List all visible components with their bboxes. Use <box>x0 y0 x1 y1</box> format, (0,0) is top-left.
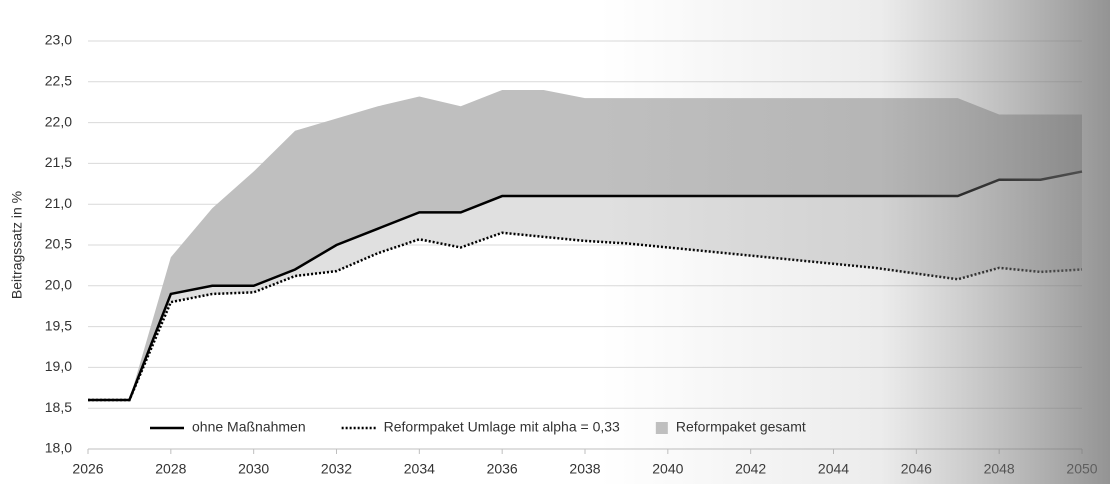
y-tick-label: 21,5 <box>45 154 72 170</box>
x-tick-label: 2042 <box>735 461 766 477</box>
x-tick-label: 2046 <box>901 461 932 477</box>
y-tick-label: 21,0 <box>45 195 72 211</box>
y-tick-label: 22,5 <box>45 73 72 89</box>
x-tick-label: 2036 <box>487 461 518 477</box>
y-tick-label: 23,0 <box>45 32 72 48</box>
x-tick-label: 2038 <box>569 461 600 477</box>
x-tick-label: 2032 <box>321 461 352 477</box>
y-tick-label: 22,0 <box>45 113 72 129</box>
y-tick-label: 20,0 <box>45 277 72 293</box>
y-tick-label: 19,5 <box>45 317 72 333</box>
x-tick-label: 2026 <box>72 461 103 477</box>
plot-area: 18,0 18,5 19,0 19,5 20,0 20,5 21,0 21,5 22,0 22,5… <box>45 32 1098 477</box>
x-tick-label: 2048 <box>984 461 1015 477</box>
legend-label: Reformpaket Umlage mit alpha = 0,33 <box>384 419 620 435</box>
y-tick-label: 18,5 <box>45 399 72 415</box>
x-tick-label: 2028 <box>155 461 186 477</box>
legend-swatch <box>655 422 668 434</box>
y-axis-title: Beitragssatz in % <box>9 191 25 299</box>
legend-label: Reformpaket gesamt <box>676 419 806 435</box>
legend-label: ohne Maßnahmen <box>192 419 306 435</box>
x-tick-label: 2030 <box>238 461 269 477</box>
x-tick-label: 2044 <box>818 461 849 477</box>
y-tick-label: 19,0 <box>45 358 72 374</box>
y-tick-label: 18,0 <box>45 440 72 456</box>
y-tick-label: 20,5 <box>45 236 72 252</box>
x-tick-label: 2040 <box>652 461 683 477</box>
x-tick-label: 2034 <box>404 461 435 477</box>
x-tick-label: 2050 <box>1066 461 1097 477</box>
